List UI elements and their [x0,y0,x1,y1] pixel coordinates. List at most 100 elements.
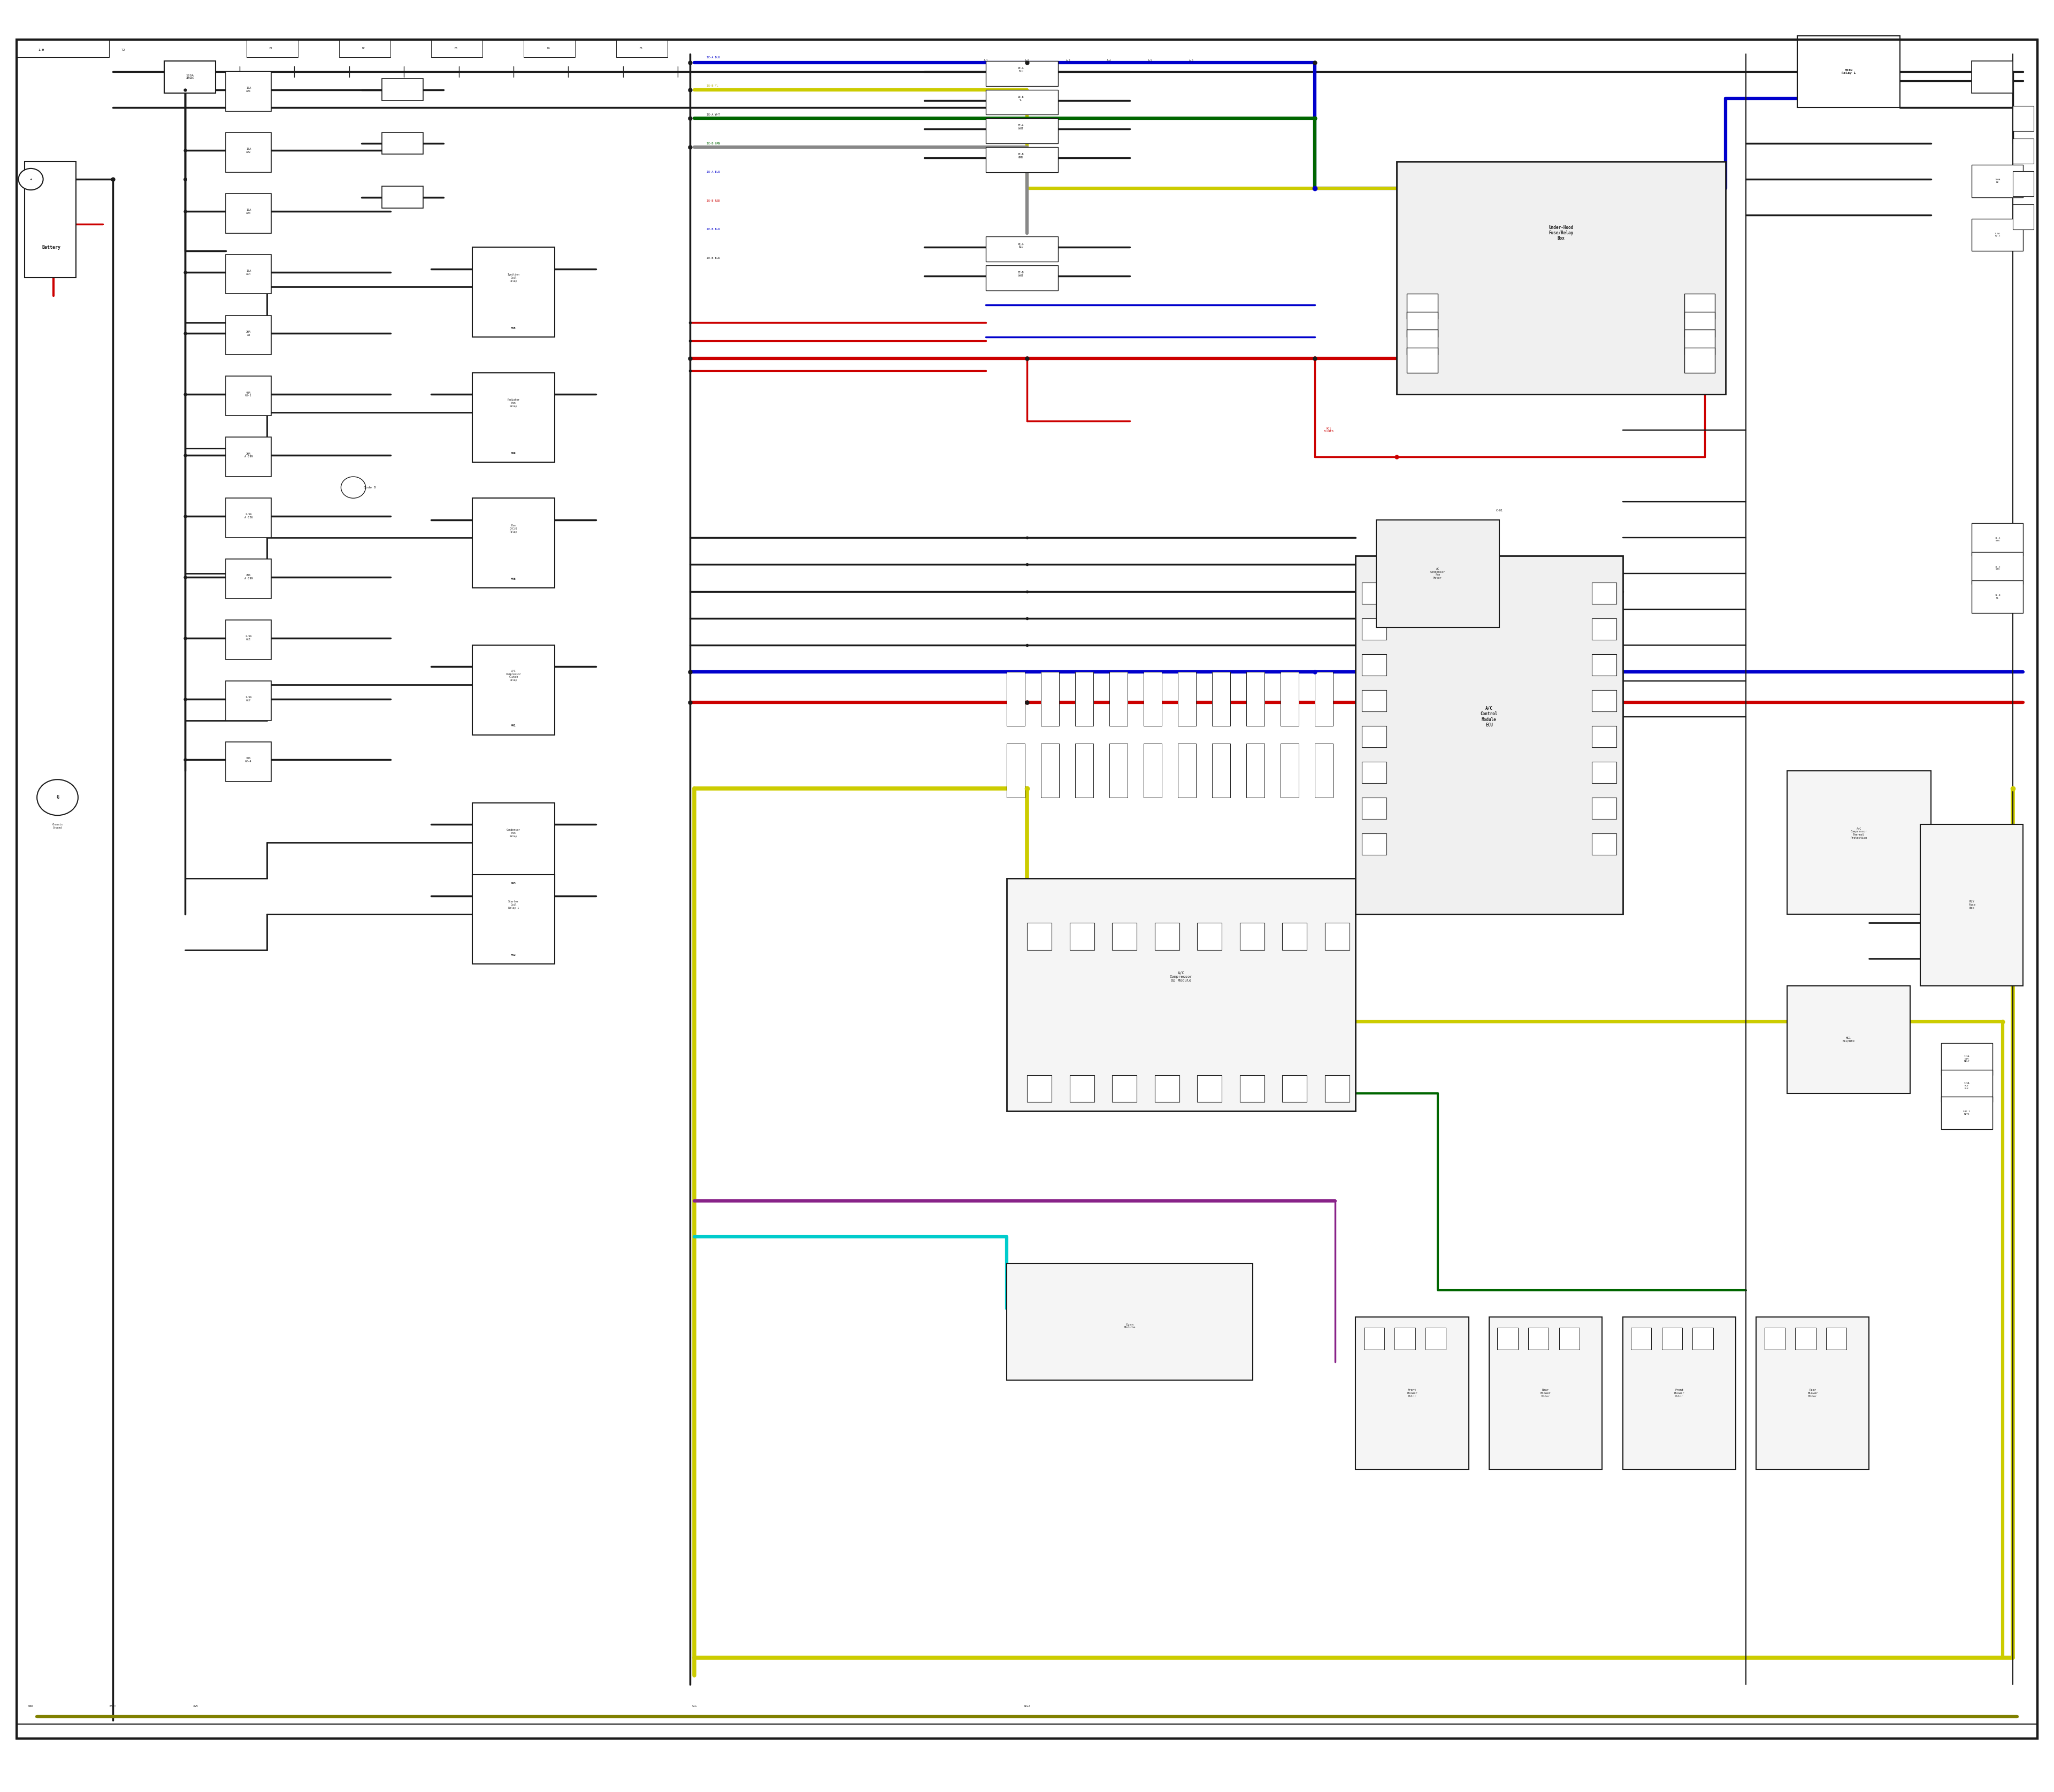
Bar [1756,1317,1869,1469]
Text: B4: B4 [546,47,550,50]
Bar [1241,923,1265,950]
Bar [1027,923,1052,950]
Bar [1041,744,1060,797]
Bar [1197,923,1222,950]
Bar [226,437,271,477]
Bar [1027,1075,1052,1102]
Bar [1325,1075,1349,1102]
Text: IL-B
BL: IL-B BL [1994,595,2001,599]
Text: IE-B
YL: IE-B YL [1019,95,1023,102]
Text: MAIN
Relay 1: MAIN Relay 1 [1842,68,1855,75]
Bar [1797,36,1900,108]
Bar [1280,672,1298,726]
Bar [1144,672,1163,726]
Text: 1-0: 1-0 [39,48,43,52]
Bar [2013,138,2033,163]
Text: A-1: A-1 [984,59,988,63]
Text: Ignition
Coil
Relay: Ignition Coil Relay [507,274,520,281]
Text: IL-1
BRN: IL-1 BRN [1994,538,2001,541]
Bar [1592,618,1616,640]
Bar [339,39,390,57]
Text: Fan
C/C/O
Relay: Fan C/C/O Relay [509,525,518,532]
Text: 7.5A
COM
RELY: 7.5A COM RELY [1964,1055,1970,1063]
Bar [1795,1328,1816,1349]
Text: M46: M46 [511,577,516,581]
Bar [1362,582,1386,604]
Bar [1364,1328,1384,1349]
Bar [246,39,298,57]
Bar [1280,744,1298,797]
Text: 15A
A22: 15A A22 [246,147,251,154]
Text: +: + [29,177,33,181]
Bar [986,90,1058,115]
Text: A-4: A-4 [1107,59,1111,63]
Bar [1362,797,1386,819]
Bar [1407,330,1438,355]
Bar [1197,1075,1222,1102]
Text: IE-B BLU: IE-B BLU [707,228,721,231]
Text: M42: M42 [511,953,516,957]
Bar [1692,1328,1713,1349]
Bar [986,118,1058,143]
Bar [1006,672,1025,726]
Text: IGN: IGN [193,1704,197,1708]
Text: RLY
Fuse
Box: RLY Fuse Box [1968,901,1976,909]
Text: Front
Blower
Motor: Front Blower Motor [1674,1389,1684,1398]
Text: Rear
Blower
Motor: Rear Blower Motor [1808,1389,1818,1398]
Bar [2013,172,2033,197]
Text: A-5: A-5 [1148,59,1152,63]
Text: 100A
B2: 100A B2 [1994,179,2001,183]
Bar [1684,348,1715,373]
Text: IL-2
GRN: IL-2 GRN [1994,566,2001,570]
Bar [1074,672,1093,726]
Bar [1407,294,1438,319]
Text: 10A
A23: 10A A23 [246,208,251,215]
Bar [1395,1328,1415,1349]
Bar [472,498,555,588]
Bar [1356,1317,1469,1469]
Bar [472,645,555,735]
Bar [472,373,555,462]
Text: 7.5A
RLY
BLK: 7.5A RLY BLK [1964,1082,1970,1090]
Bar [1325,923,1349,950]
Text: A-6: A-6 [1189,59,1193,63]
Bar [1941,1097,1992,1129]
Bar [1006,744,1025,797]
Text: IE-B
WHT: IE-B WHT [1019,271,1023,278]
Bar [1764,1328,1785,1349]
Bar [1592,582,1616,604]
Text: AC
Condenser
Fan
Motor: AC Condenser Fan Motor [1430,568,1446,579]
Text: IE-B YL: IE-B YL [707,84,719,88]
Bar [1425,1328,1446,1349]
Text: 7.5A
B2-2: 7.5A B2-2 [1994,233,2001,237]
Bar [226,376,271,416]
Bar [1247,672,1265,726]
Bar [986,265,1058,290]
Bar [1006,878,1356,1111]
Text: SIG: SIG [692,1704,696,1708]
Bar [226,498,271,538]
Text: B5: B5 [639,47,643,50]
Text: IE-A WHT: IE-A WHT [707,113,721,116]
Bar [1631,1328,1651,1349]
Text: M43: M43 [511,882,516,885]
Circle shape [37,780,78,815]
Bar [16,39,109,57]
Text: A/C
Compressor
Thermal
Protection: A/C Compressor Thermal Protection [1851,828,1867,839]
Bar [1920,824,2023,986]
Text: 20A
A C99: 20A A C99 [244,573,253,581]
Bar [1212,672,1230,726]
Bar [226,559,271,599]
Text: 1.5A
A17: 1.5A A17 [244,695,253,702]
Bar [226,681,271,720]
Text: G: G [55,796,60,799]
Text: 20A
A3: 20A A3 [246,330,251,337]
Bar [226,194,271,233]
Text: IE-A BLU: IE-A BLU [707,170,721,174]
Bar [1528,1328,1549,1349]
Bar [1362,618,1386,640]
Text: Rear
Blower
Motor: Rear Blower Motor [1540,1389,1551,1398]
Bar [1972,581,2023,613]
Text: Code B: Code B [364,486,376,489]
Text: 2.5A
A11: 2.5A A11 [244,634,253,642]
